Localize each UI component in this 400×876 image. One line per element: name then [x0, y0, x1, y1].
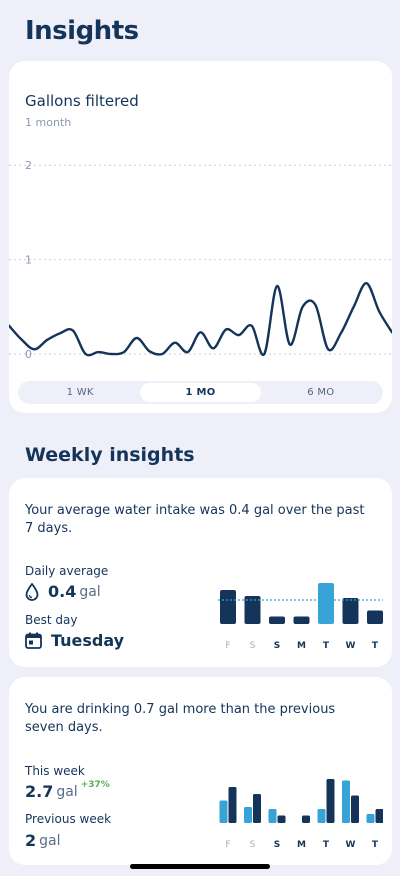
day-bar[interactable]	[318, 583, 334, 624]
daily-average-unit: gal	[79, 583, 101, 600]
this-week-bar[interactable]	[253, 794, 261, 823]
previous-week-unit: gal	[39, 832, 61, 849]
daily-average-number: 0.4	[48, 582, 77, 601]
day-label: M	[297, 641, 306, 651]
day-bar[interactable]	[244, 596, 261, 624]
day-label: M	[297, 840, 306, 850]
day-label: S	[250, 641, 256, 651]
previous-week-bar[interactable]	[244, 807, 252, 823]
tab-6-months[interactable]: 6 MO	[307, 387, 335, 398]
previous-week-bar[interactable]	[268, 809, 277, 823]
weekly-comparison-card[interactable]: You are drinking 0.7 gal more than the p…	[9, 677, 392, 865]
previous-week-bar[interactable]	[219, 800, 228, 824]
home-indicator[interactable]	[130, 864, 270, 869]
previous-week-bar[interactable]	[342, 780, 350, 824]
chart-period: 1 month	[25, 116, 72, 129]
this-week-number: 2.7	[25, 782, 54, 801]
day-bar[interactable]	[367, 610, 383, 625]
best-day-label: Best day	[25, 613, 78, 627]
weekly-comparison-text: You are drinking 0.7 gal more than the p…	[25, 702, 336, 735]
weekly-insights-title: Weekly insights	[25, 444, 195, 466]
day-label: T	[323, 840, 330, 850]
period-selector: 1 WK 1 MO 6 MO	[18, 381, 383, 404]
day-label: T	[323, 641, 330, 651]
this-week-value: 2.7 gal +37%	[25, 779, 110, 802]
average-intake-card[interactable]: Your average water intake was 0.4 gal ov…	[9, 478, 392, 667]
previous-week-label: Previous week	[25, 812, 112, 826]
best-day-name: Tuesday	[51, 631, 125, 650]
day-bar[interactable]	[269, 616, 285, 625]
day-label: F	[225, 840, 230, 850]
day-bar[interactable]	[293, 616, 310, 625]
y-tick-label: 2	[25, 159, 32, 172]
y-tick-label: 0	[25, 348, 32, 361]
day-bar[interactable]	[220, 590, 236, 624]
best-day-value: Tuesday	[25, 631, 124, 650]
daily-average-value: 0.4 gal	[25, 582, 101, 601]
gallons-chart-card: Gallons filtered 1 month 2 1 0 1 WK 1 MO 6…	[9, 61, 392, 413]
day-label: W	[346, 840, 356, 850]
page-title: Insights	[25, 16, 139, 46]
this-week-bar[interactable]	[326, 779, 335, 823]
day-label: T	[372, 840, 379, 850]
this-week-label: This week	[25, 764, 85, 778]
previous-week-value: 2 gal	[25, 831, 61, 850]
day-label: F	[225, 641, 230, 651]
day-label: S	[274, 641, 280, 651]
this-week-bar[interactable]	[302, 815, 310, 824]
tab-1-week[interactable]: 1 WK	[66, 387, 94, 398]
previous-week-bar[interactable]	[317, 809, 326, 823]
day-label: S	[274, 840, 280, 850]
chart-title: Gallons filtered	[25, 92, 139, 110]
daily-average-label: Daily average	[25, 564, 109, 578]
this-week-bar[interactable]	[277, 815, 286, 824]
gallons-series-line	[9, 282, 392, 357]
this-week-bar[interactable]	[228, 787, 237, 823]
this-week-bar[interactable]	[351, 795, 359, 824]
tab-1-month[interactable]: 1 MO	[140, 383, 261, 402]
day-label: S	[250, 840, 256, 850]
water-drop-icon	[25, 582, 39, 601]
gallons-line-chart: 2 1 0	[9, 159, 392, 361]
this-week-bar[interactable]	[375, 809, 384, 823]
previous-week-number: 2	[25, 831, 37, 850]
change-percent-badge: +37%	[80, 779, 110, 790]
day-label: W	[346, 641, 356, 651]
day-label: T	[372, 641, 379, 651]
this-week-unit: gal	[56, 783, 78, 800]
day-bar[interactable]	[342, 598, 359, 624]
previous-week-bar[interactable]	[366, 814, 375, 823]
calendar-icon	[25, 632, 42, 649]
y-tick-label: 1	[25, 254, 32, 267]
average-intake-text: Your average water intake was 0.4 gal ov…	[25, 503, 365, 536]
